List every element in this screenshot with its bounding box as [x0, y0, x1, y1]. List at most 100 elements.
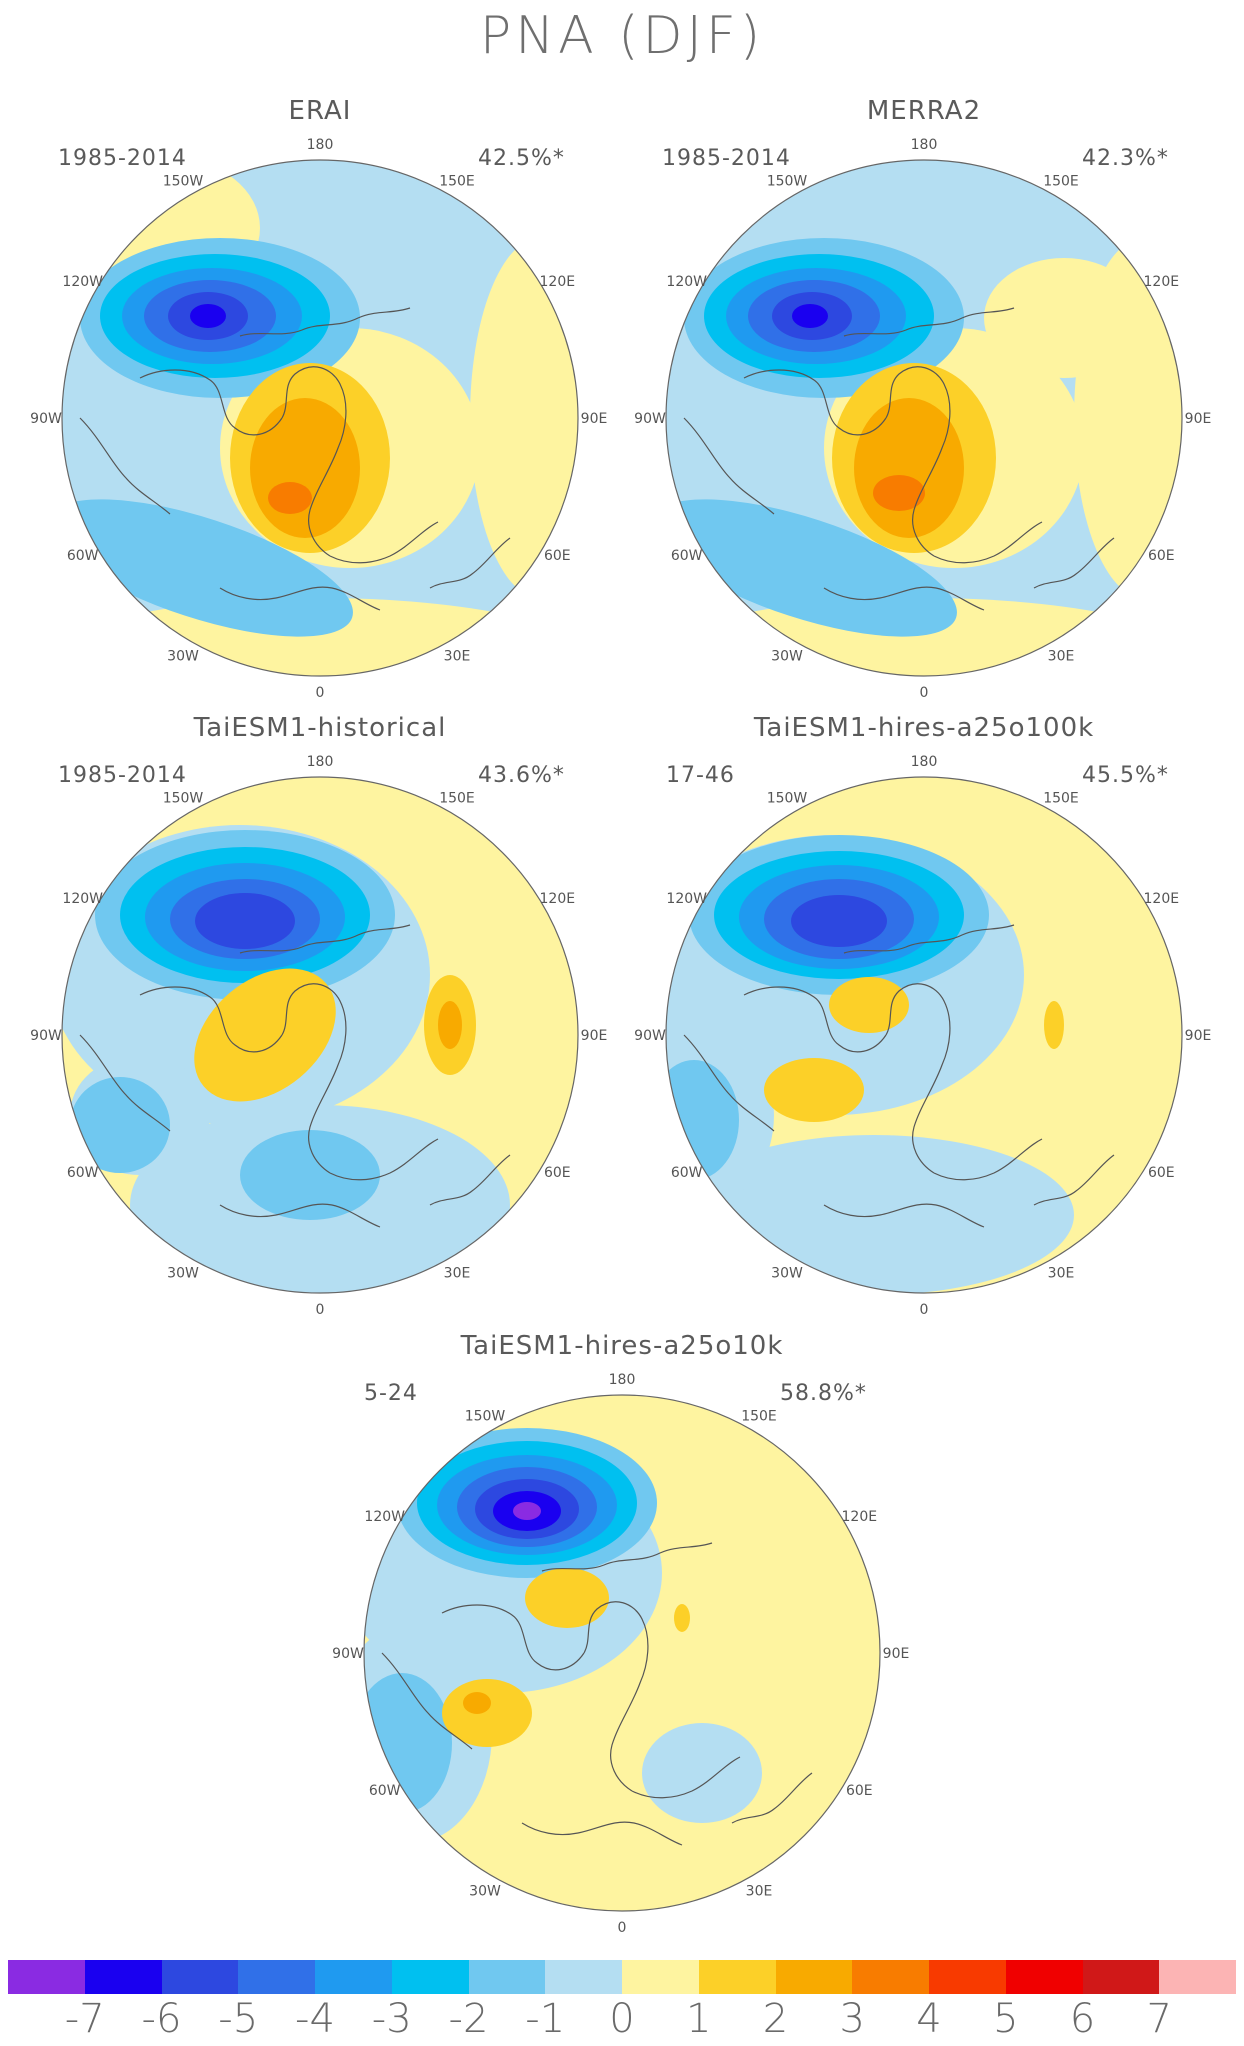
- longitude-label: 30E: [444, 648, 471, 664]
- longitude-label: 30W: [771, 1265, 803, 1281]
- longitude-label: 150W: [163, 791, 204, 807]
- contour-region: [791, 895, 887, 947]
- coastline: [429, 1154, 511, 1206]
- map-boundary: [61, 159, 579, 677]
- colorbar-tick-label: 7: [1146, 1996, 1172, 2042]
- longitude-label: 30W: [469, 1883, 501, 1899]
- map-boundary: [363, 1394, 881, 1912]
- contour-region: [195, 893, 295, 949]
- contour-region: [666, 598, 1182, 676]
- colorbar-tick-label: 4: [916, 1996, 942, 2042]
- colorbar-tick-label: -5: [218, 1996, 259, 2042]
- anomaly-field: [364, 1395, 880, 1911]
- map-boundary: [61, 776, 579, 1294]
- colorbar-segment: [929, 1960, 1006, 1994]
- colorbar-segment: [698, 1960, 776, 1994]
- anomaly-field: [62, 160, 578, 676]
- longitude-label: 60E: [1148, 1165, 1175, 1181]
- coastlines: [79, 307, 511, 611]
- variance-label: 43.6%*: [478, 763, 565, 788]
- coastline: [541, 1542, 713, 1572]
- coastlines: [79, 924, 511, 1228]
- longitude-label: 120E: [842, 1509, 878, 1525]
- map-boundary: [665, 159, 1183, 677]
- coastline: [281, 366, 347, 557]
- contour-region: [442, 1679, 532, 1747]
- coastline: [139, 369, 283, 436]
- colorbar-segment: [622, 1960, 699, 1994]
- contour-region: [525, 1568, 609, 1628]
- colorbar-tick-label: -4: [295, 1996, 335, 2042]
- coastline: [743, 986, 887, 1053]
- colorbar-tick-label: -6: [141, 1996, 182, 2042]
- longitude-label: 90W: [634, 411, 666, 427]
- period-label: 17-46: [666, 763, 735, 788]
- panel-title: TaiESM1-hires-a25o100k: [753, 713, 1095, 743]
- panel-title: ERAI: [288, 96, 352, 126]
- longitude-label: 30E: [746, 1883, 773, 1899]
- coastline: [281, 983, 347, 1174]
- map-panel-merra2: MERRA2 1985-2014 42.3%* 180 150E 120E 90E 60…: [624, 96, 1224, 716]
- contour-region: [984, 258, 1144, 378]
- longitude-label: 90E: [883, 1646, 910, 1662]
- contour-region: [190, 304, 226, 328]
- coastline: [329, 521, 439, 564]
- longitude-label: 0: [920, 1302, 929, 1318]
- coastline: [219, 1203, 381, 1228]
- coastline: [843, 307, 1015, 337]
- colorbar-tick-labels: -7 -6 -5 -4 -3 -2 -1 0 1 2 3 4 5 6 7: [8, 1996, 1236, 2042]
- colorbar-segment: [84, 1960, 162, 1994]
- longitude-label: 90E: [581, 1028, 608, 1044]
- longitude-label: 30W: [167, 1265, 199, 1281]
- map-panel-taiesm1-historical: TaiESM1-historical 1985-2014 43.6%* 180 1…: [20, 713, 620, 1333]
- longitude-label: 0: [618, 1920, 627, 1936]
- colorbar: [8, 1960, 1236, 1994]
- contour-region: [240, 1130, 380, 1220]
- figure-title: PNA (DJF): [479, 6, 765, 66]
- longitude-label: 0: [316, 685, 325, 701]
- variance-label: 42.5%*: [478, 146, 565, 171]
- colorbar-tick-label: -3: [371, 1996, 412, 2042]
- longitude-label: 150E: [439, 791, 475, 807]
- panel-title: TaiESM1-historical: [193, 713, 447, 743]
- variance-label: 45.5%*: [1082, 763, 1169, 788]
- coastline: [683, 1034, 775, 1132]
- coastline: [239, 307, 411, 337]
- longitude-label: 180: [609, 1372, 636, 1388]
- longitude-label: 120W: [62, 274, 103, 290]
- longitude-label: 180: [911, 754, 938, 770]
- longitude-label: 30E: [444, 1265, 471, 1281]
- contour-region: [70, 1077, 170, 1173]
- period-label: 1985-2014: [58, 763, 187, 788]
- anomaly-field: [666, 777, 1182, 1293]
- longitude-label: 60E: [1148, 548, 1175, 564]
- colorbar-segment: [1082, 1960, 1160, 1994]
- contour-region: [194, 968, 336, 1102]
- colorbar-segment: [545, 1960, 622, 1994]
- map-boundary: [665, 776, 1183, 1294]
- coastline: [329, 1138, 439, 1181]
- contour-region: [438, 1001, 462, 1049]
- longitude-label: 90W: [30, 1028, 62, 1044]
- longitude-label: 150E: [1043, 174, 1079, 190]
- coastline: [631, 1756, 741, 1799]
- longitude-label: 30W: [771, 648, 803, 664]
- longitude-label: 150W: [767, 791, 808, 807]
- colorbar-tick-label: 0: [609, 1996, 635, 2042]
- variance-label: 42.3%*: [1082, 146, 1169, 171]
- colorbar-segment: [391, 1960, 469, 1994]
- coastlines: [683, 307, 1115, 611]
- longitude-label: 90E: [581, 411, 608, 427]
- longitude-label: 60W: [67, 548, 99, 564]
- longitude-label: 90W: [30, 411, 62, 427]
- contour-region: [829, 977, 909, 1033]
- coastline: [933, 1138, 1043, 1181]
- coastline: [219, 586, 381, 611]
- coastline: [823, 1203, 985, 1228]
- coastline: [441, 1604, 585, 1671]
- longitude-label: 120E: [1144, 274, 1180, 290]
- colorbar-segment: [1005, 1960, 1083, 1994]
- coastline: [139, 986, 283, 1053]
- longitude-label: 150E: [439, 174, 475, 190]
- coastline: [885, 983, 951, 1174]
